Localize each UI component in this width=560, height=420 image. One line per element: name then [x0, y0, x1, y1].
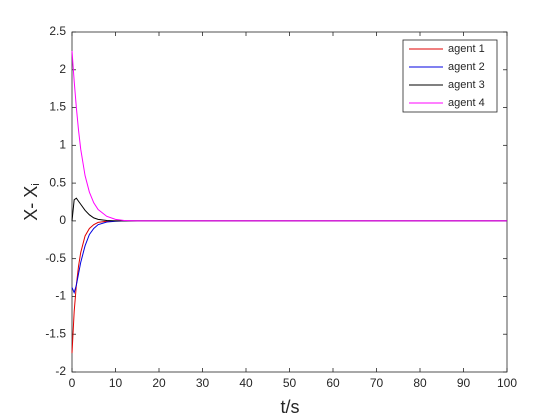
y-tick-label: 2: [59, 62, 66, 76]
y-tick-label: 2.5: [49, 24, 66, 38]
y-axis-label: X- Xi: [21, 183, 42, 220]
legend-label: agent 4: [448, 97, 485, 109]
y-tick-label: 1: [59, 138, 66, 152]
x-tick-label: 10: [109, 376, 123, 390]
x-tick-label: 20: [152, 376, 166, 390]
legend-label: agent 3: [448, 79, 485, 91]
x-tick-label: 50: [283, 376, 297, 390]
x-tick-label: 100: [497, 376, 517, 390]
legend-box: [402, 39, 498, 113]
x-tick-label: 90: [457, 376, 471, 390]
x-axis-label: t/s: [280, 397, 299, 417]
x-tick-label: 80: [413, 376, 427, 390]
y-tick-label: 1.5: [49, 100, 66, 114]
x-tick-label: 70: [370, 376, 384, 390]
x-tick-label: 60: [326, 376, 340, 390]
y-tick-label: -0.5: [45, 251, 66, 265]
y-axis-label-sub: i: [30, 183, 42, 185]
y-tick-label: 0: [59, 213, 66, 227]
y-tick-label: -2: [55, 364, 66, 378]
x-tick-label: 40: [239, 376, 253, 390]
y-tick-label: -1: [55, 289, 66, 303]
series-line: [71, 50, 507, 222]
x-tick-label: 30: [196, 376, 210, 390]
legend-label: agent 1: [448, 43, 485, 55]
y-tick-label: -1.5: [45, 326, 66, 340]
y-tick-label: 0.5: [49, 175, 66, 189]
x-tick-label: 0: [69, 376, 76, 390]
y-axis-label-main: X- X: [21, 186, 41, 221]
legend-label: agent 2: [448, 61, 485, 73]
